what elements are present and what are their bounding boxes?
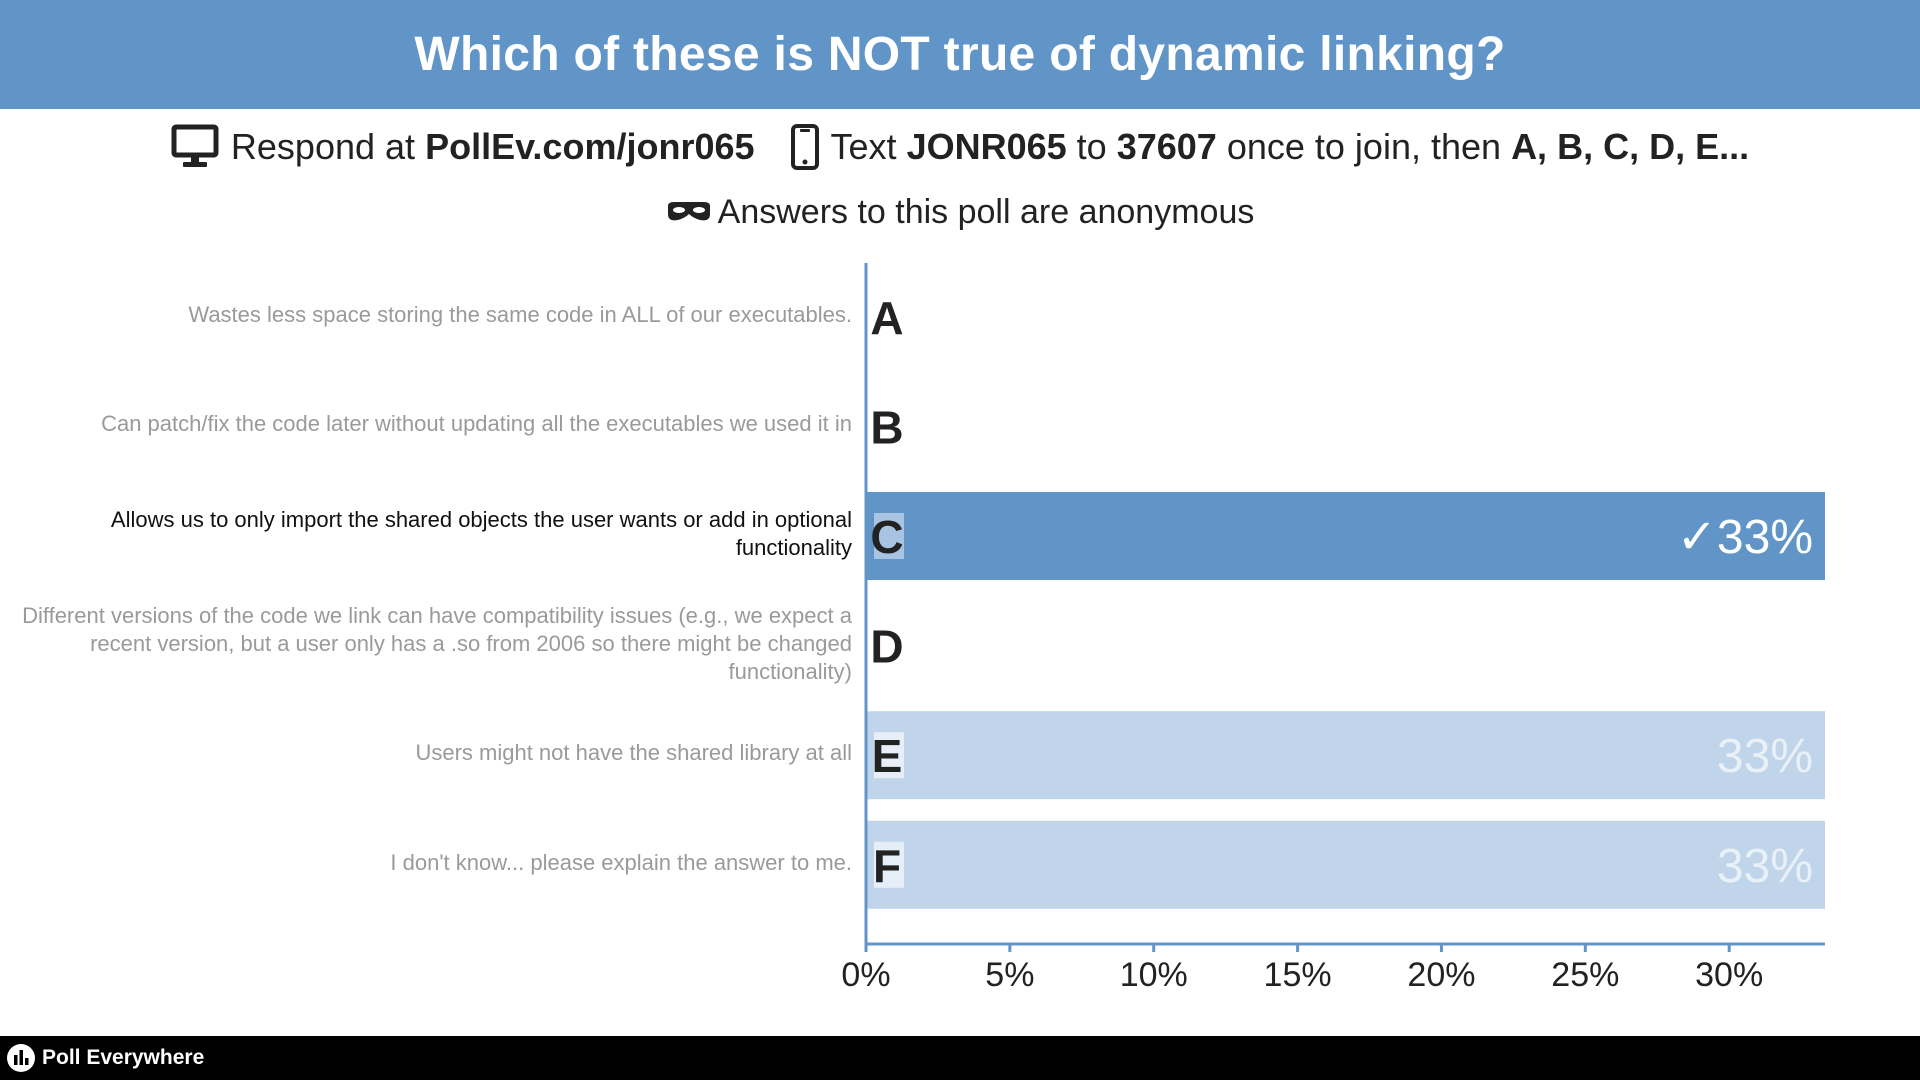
value-label-e: 33%	[1717, 730, 1813, 783]
anonymous-text: Answers to this poll are anonymous	[717, 192, 1255, 231]
respond-url[interactable]: PollEv.com/jonr065	[425, 126, 755, 167]
text-code: JONR065	[906, 126, 1067, 167]
x-tick-label: 5%	[985, 956, 1034, 994]
poll-everywhere-logo-icon	[7, 1044, 35, 1072]
bar-c	[866, 492, 1825, 580]
header-bar: Which of these is NOT true of dynamic li…	[0, 0, 1920, 109]
bar-e	[866, 711, 1825, 800]
anonymous-notice: Answers to this poll are anonymous	[0, 186, 1920, 238]
bar-f	[866, 820, 1825, 909]
value-label-f: 33%	[1717, 840, 1813, 893]
option-text-c: Allows us to only import the shared obje…	[110, 507, 852, 560]
x-tick-label: 15%	[1264, 956, 1332, 994]
x-tick-label: 20%	[1407, 956, 1475, 994]
letter-highlight-f	[874, 841, 904, 888]
x-tick-label: 25%	[1551, 956, 1619, 994]
option-text-d: Different versions of the code we link c…	[22, 602, 852, 684]
option-text-f: I don't know... please explain the answe…	[390, 849, 852, 875]
monitor-icon	[171, 124, 219, 167]
mask-icon	[667, 202, 710, 221]
text-number: 37607	[1116, 126, 1217, 167]
category-label-f: F	[873, 840, 901, 892]
phone-icon	[790, 124, 819, 170]
x-tick-label: 30%	[1695, 956, 1763, 994]
text-to: to	[1076, 126, 1107, 167]
footer-bar: Poll Everywhere	[0, 1036, 1920, 1080]
option-text-e: Users might not have the shared library …	[415, 740, 852, 766]
option-text-a: Wastes less space storing the same code …	[188, 301, 852, 327]
x-tick-label: 10%	[1120, 956, 1188, 994]
respond-prefix: Respond at	[230, 126, 416, 167]
x-tick-label: 0%	[841, 956, 890, 994]
option-text-b: Can patch/fix the code later without upd…	[101, 411, 852, 437]
web-instructions: Respond at PollEv.com/jonr065	[171, 124, 755, 170]
sms-instructions: Text JONR065 to 37607 once to join, then…	[790, 124, 1750, 170]
response-instructions: Respond at PollEv.com/jonr065 Text JONR0…	[0, 116, 1920, 178]
text-options: A, B, C, D, E...	[1511, 126, 1750, 167]
category-label-e: E	[872, 730, 903, 782]
category-label-d: D	[870, 621, 903, 673]
value-label-c: ✓33%	[1677, 511, 1813, 564]
category-label-c: C	[870, 511, 903, 563]
category-label-a: A	[870, 292, 903, 344]
bar-chart: A B ✓33% C D 33% E 33% F 0% 5% 10% 15% 20% 25% 30%	[841, 263, 1825, 994]
results-chart: Wastes less space storing the same code …	[22, 263, 1825, 994]
letter-highlight-c	[874, 513, 904, 559]
page-title: Which of these is NOT true of dynamic li…	[414, 28, 1506, 81]
letter-highlight-e	[874, 732, 904, 779]
text-prefix: Text	[830, 126, 897, 167]
text-suffix: once to join, then	[1226, 126, 1502, 167]
brand-name: Poll Everywhere	[42, 1046, 205, 1069]
category-label-b: B	[870, 401, 903, 453]
